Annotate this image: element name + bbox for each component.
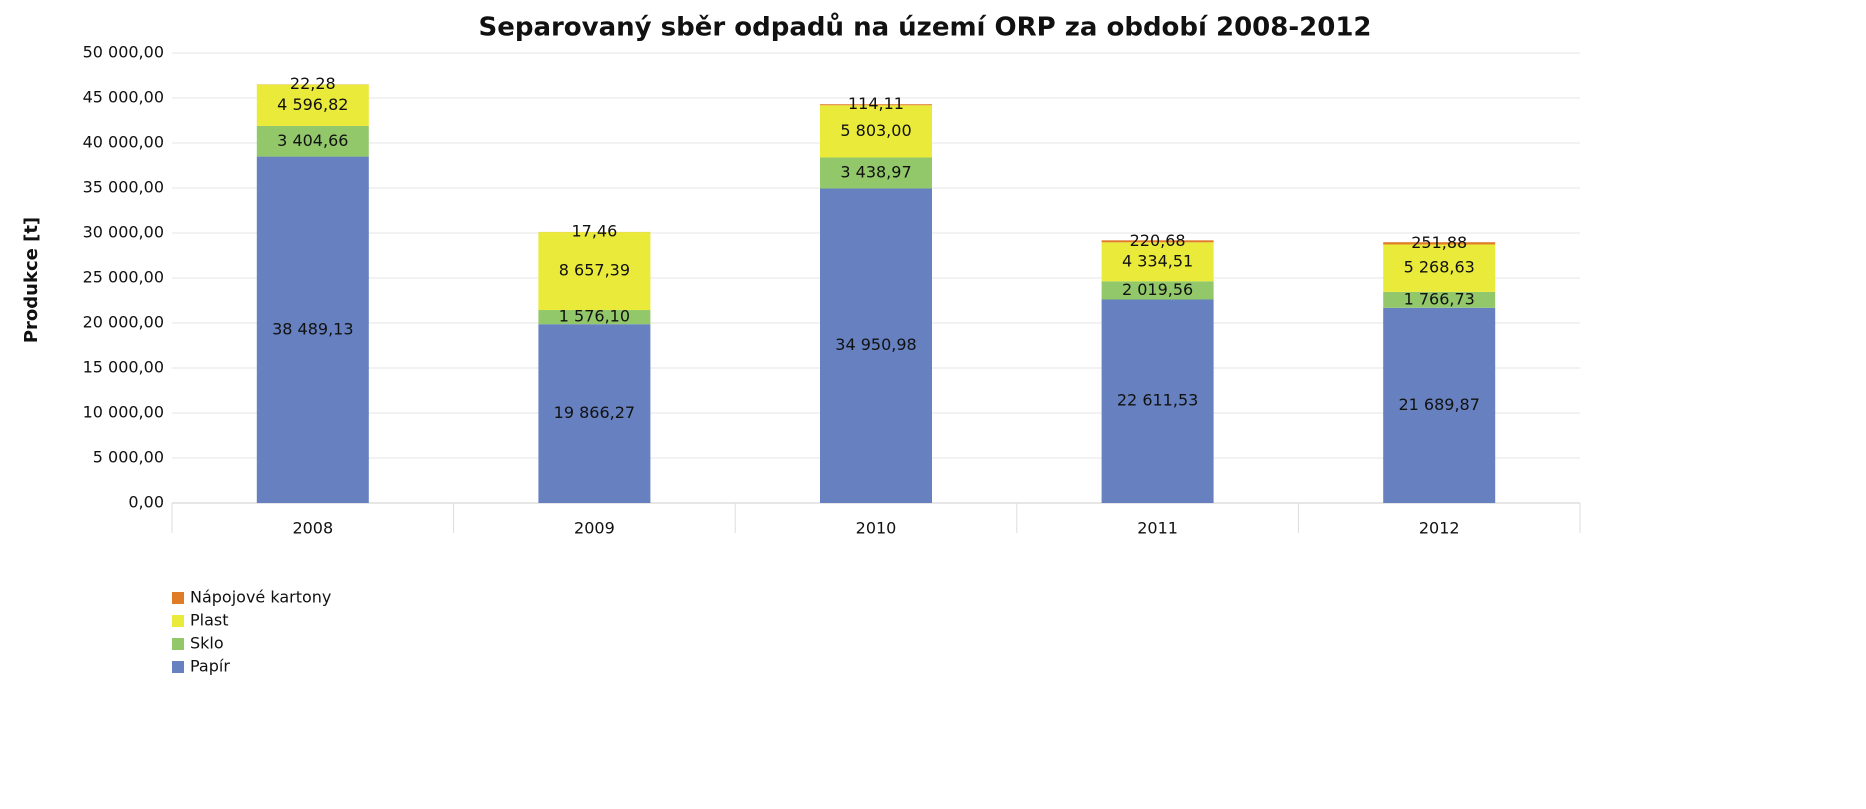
data-label: 38 489,13 (272, 319, 353, 338)
y-tick-label: 50 000,00 (83, 43, 164, 62)
data-label: 5 803,00 (840, 121, 911, 140)
bar-segment (1101, 281, 1214, 300)
bar-segment (538, 324, 651, 503)
data-label: 220,68 (1130, 231, 1186, 250)
y-tick-label: 30 000,00 (83, 223, 164, 242)
y-tick-label: 15 000,00 (83, 358, 164, 377)
data-label: 22,28 (290, 74, 336, 93)
bar-segment (1383, 242, 1496, 245)
bar-segment (256, 156, 369, 503)
bar-segment (1101, 242, 1214, 282)
bar-segment (1383, 291, 1496, 308)
bar-segment (1383, 307, 1496, 503)
y-tick-label: 20 000,00 (83, 313, 164, 332)
data-label: 22 611,53 (1117, 391, 1198, 410)
bar-segment (1101, 240, 1214, 243)
data-label: 1 766,73 (1404, 289, 1475, 308)
data-label: 3 438,97 (840, 162, 911, 181)
data-label: 4 334,51 (1122, 251, 1193, 270)
legend-label: Plast (190, 611, 229, 630)
x-tick-label: 2011 (1137, 519, 1178, 538)
data-label: 4 596,82 (277, 95, 348, 114)
bar-segment (538, 232, 651, 311)
data-label: 251,88 (1411, 233, 1467, 252)
legend-swatch (172, 615, 184, 627)
legend-swatch (172, 638, 184, 650)
bar-segment (256, 84, 369, 126)
legend-label: Nápojové kartony (190, 588, 331, 607)
data-label: 19 866,27 (554, 403, 635, 422)
bar-segment (538, 310, 651, 325)
data-label: 5 268,63 (1404, 258, 1475, 277)
data-label: 3 404,66 (277, 131, 348, 150)
legend-label: Papír (190, 657, 230, 676)
y-tick-label: 45 000,00 (83, 88, 164, 107)
data-label: 1 576,10 (559, 307, 630, 326)
y-tick-label: 25 000,00 (83, 268, 164, 287)
x-tick-label: 2012 (1419, 519, 1460, 538)
bar-segment (820, 104, 932, 106)
bar-segment (1101, 299, 1214, 503)
data-label: 8 657,39 (559, 261, 630, 280)
legend-swatch (172, 592, 184, 604)
legend-swatch (172, 661, 184, 673)
x-tick-label: 2008 (292, 519, 333, 538)
y-tick-label: 10 000,00 (83, 403, 164, 422)
data-label: 2 019,56 (1122, 280, 1193, 299)
bar-segment (820, 105, 932, 158)
y-axis-label: Produkce [t] (21, 217, 42, 343)
x-tick-label: 2010 (856, 519, 897, 538)
y-tick-label: 5 000,00 (93, 448, 164, 467)
bar-segment (820, 157, 932, 189)
y-tick-label: 0,00 (128, 493, 164, 512)
y-tick-label: 40 000,00 (83, 133, 164, 152)
chart-title: Separovaný sběr odpadů na území ORP za o… (478, 12, 1371, 43)
x-tick-label: 2009 (574, 519, 615, 538)
bar-segment (1383, 244, 1496, 292)
data-label: 114,11 (848, 94, 904, 113)
y-tick-label: 35 000,00 (83, 178, 164, 197)
data-label: 17,46 (571, 222, 617, 241)
data-label: 21 689,87 (1398, 395, 1479, 414)
bar-segment (820, 188, 932, 504)
bar-segment (256, 125, 369, 157)
data-label: 34 950,98 (835, 335, 916, 354)
legend-label: Sklo (190, 634, 224, 653)
